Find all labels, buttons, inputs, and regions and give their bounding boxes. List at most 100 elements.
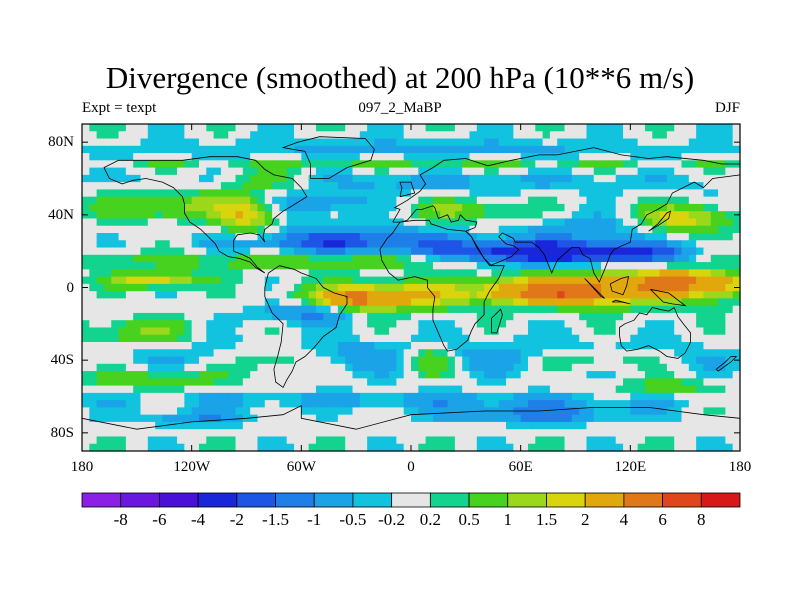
field-cell (571, 153, 580, 161)
field-cell (133, 407, 142, 416)
field-cell (198, 262, 207, 270)
field-cell (440, 407, 449, 416)
field-cell (323, 363, 332, 372)
field-cell (564, 124, 573, 132)
field-cell (513, 400, 522, 408)
field-cell (140, 276, 149, 285)
field-cell (557, 160, 566, 169)
field-cell (557, 392, 566, 401)
field-cell (506, 174, 514, 183)
field-cell (476, 342, 485, 350)
field-cell (447, 407, 456, 416)
field-cell (718, 298, 726, 307)
field-cell (454, 240, 463, 249)
field-cell (571, 247, 580, 256)
field-cell (710, 196, 719, 205)
field-cell (630, 443, 639, 452)
field-cell (118, 349, 127, 358)
field-cell (454, 414, 463, 423)
field-cell (82, 371, 90, 379)
field-cell (403, 305, 412, 314)
field-cell (476, 203, 485, 212)
field-cell (608, 174, 617, 183)
field-cell (659, 356, 668, 365)
field-cell (147, 240, 156, 249)
field-cell (637, 363, 646, 372)
field-cell (396, 211, 405, 220)
field-cell (586, 312, 595, 321)
field-cell (213, 363, 222, 372)
field-cell (440, 211, 449, 220)
field-cell (257, 131, 266, 140)
field-cell (674, 124, 683, 132)
field-cell (279, 254, 288, 263)
field-cell (542, 385, 551, 394)
field-cell (615, 233, 624, 241)
field-cell (389, 312, 397, 321)
field-cell (586, 203, 595, 212)
field-cell (389, 182, 397, 190)
field-cell (725, 349, 734, 358)
field-cell (608, 225, 617, 234)
field-cell (381, 189, 390, 198)
field-cell (718, 392, 726, 401)
field-cell (264, 145, 273, 154)
field-cell (549, 254, 558, 263)
field-cell (557, 429, 566, 438)
field-cell (579, 262, 588, 270)
field-cell (718, 342, 726, 350)
field-cell (462, 312, 471, 321)
field-cell (557, 378, 566, 387)
field-cell (206, 305, 215, 314)
field-cell (557, 196, 566, 205)
field-cell (367, 371, 376, 379)
field-cell (155, 262, 164, 270)
field-cell (520, 414, 529, 423)
field-cell (96, 247, 105, 256)
field-cell (242, 312, 251, 321)
field-cell (469, 269, 478, 278)
field-cell (315, 436, 324, 445)
field-cell (710, 312, 719, 321)
field-cell (469, 421, 478, 430)
field-cell (484, 298, 493, 307)
field-cell (688, 400, 697, 408)
field-cell (337, 211, 346, 220)
field-cell (644, 262, 653, 270)
field-cell (440, 378, 449, 387)
field-cell (601, 334, 609, 343)
field-cell (220, 356, 229, 365)
field-cell (674, 276, 683, 285)
field-cell (345, 124, 354, 132)
field-cell (169, 378, 178, 387)
field-cell (257, 298, 266, 307)
field-cell (352, 414, 361, 423)
field-cell (352, 203, 361, 212)
field-cell (688, 421, 697, 430)
field-cell (191, 254, 200, 263)
field-cell (323, 349, 332, 358)
field-cell (125, 429, 134, 438)
field-cell (374, 371, 383, 379)
field-cell (82, 262, 90, 270)
field-cell (535, 414, 544, 423)
field-cell (440, 167, 449, 176)
field-cell (718, 305, 726, 314)
field-cell (579, 363, 588, 372)
field-cell (118, 443, 127, 452)
field-cell (315, 233, 324, 241)
field-cell (198, 327, 207, 336)
field-cell (586, 225, 595, 234)
field-cell (652, 392, 661, 401)
field-cell (133, 429, 142, 438)
field-cell (484, 145, 493, 154)
field-cell (688, 138, 697, 147)
field-cell (432, 276, 441, 285)
field-cell (177, 400, 185, 408)
field-cell (323, 443, 332, 452)
field-cell (337, 240, 346, 249)
field-cell (359, 196, 368, 205)
field-cell (403, 247, 412, 256)
field-cell (659, 276, 668, 285)
field-cell (462, 247, 471, 256)
